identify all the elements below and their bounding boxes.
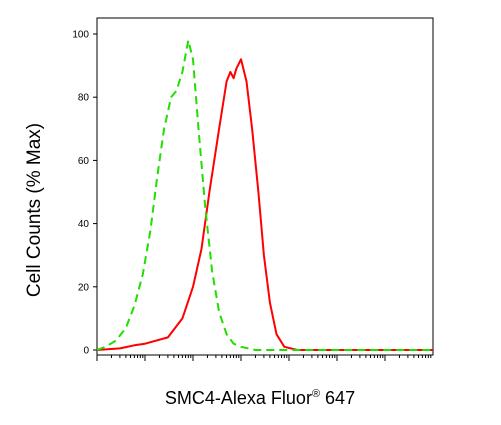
plot-frame <box>96 17 434 356</box>
y-tick-label: 20 <box>78 282 90 293</box>
x-axis-title-tail: 647 <box>320 388 355 408</box>
x-axis-title-registered-mark: ® <box>312 388 320 400</box>
x-axis-title-main: SMC4-Alexa Fluor <box>165 388 312 408</box>
y-tick-label: 0 <box>83 346 89 357</box>
y-tick-label: 80 <box>78 93 90 104</box>
y-tick-label: 60 <box>78 156 90 167</box>
y-tick-label: 40 <box>78 219 90 230</box>
y-tick-label: 100 <box>72 30 89 41</box>
red-solid-histogram-line <box>96 58 433 351</box>
x-axis-title: SMC4-Alexa Fluor® 647 <box>165 388 355 408</box>
green-dashed-histogram-line <box>96 39 433 351</box>
y-axis-title: Cell Counts (% Max) <box>24 123 45 297</box>
